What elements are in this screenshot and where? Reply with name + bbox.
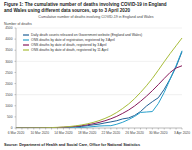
svg-text:30 Mar 2020: 30 Mar 2020 (149, 131, 168, 135)
svg-text:ONS deaths by date of death, r: ONS deaths by date of death, registered … (31, 43, 107, 47)
svg-text:10 Mar 2020: 10 Mar 2020 (30, 131, 49, 135)
svg-text:2000: 2000 (8, 82, 13, 86)
svg-text:18 Mar 2020: 18 Mar 2020 (78, 131, 97, 135)
svg-text:14 Mar 2020: 14 Mar 2020 (54, 131, 73, 135)
svg-text:3500: 3500 (8, 48, 13, 52)
svg-text:and Wales using different data: and Wales using different data sources, … (8, 8, 130, 13)
svg-text:6 Mar 2020: 6 Mar 2020 (8, 131, 25, 135)
svg-text:4500: 4500 (8, 26, 13, 30)
svg-text:Cumulative number of deaths in: Cumulative number of deaths involving CO… (38, 15, 154, 19)
svg-text:26 Mar 2020: 26 Mar 2020 (125, 131, 144, 135)
svg-text:1000: 1000 (8, 104, 13, 108)
svg-text:4000: 4000 (8, 37, 13, 41)
svg-text:1500: 1500 (8, 93, 13, 97)
svg-text:0: 0 (11, 126, 13, 130)
svg-text:500: 500 (8, 115, 13, 119)
svg-text:Daily death counts released on: Daily death counts released on Governmen… (31, 33, 142, 37)
svg-text:ONS deaths by date of registra: ONS deaths by date of registration, regi… (31, 38, 115, 42)
svg-text:Source: Department of Health a: Source: Department of Health and Social … (8, 143, 140, 147)
svg-text:Figure 1: The cumulative numbe: Figure 1: The cumulative number of death… (8, 2, 167, 7)
svg-text:22 Mar 2020: 22 Mar 2020 (102, 131, 121, 135)
svg-text:3000: 3000 (8, 60, 13, 64)
svg-text:3 Apr 2020: 3 Apr 2020 (174, 131, 184, 135)
svg-text:2500: 2500 (8, 71, 13, 75)
svg-text:ONS deaths by date of death, r: ONS deaths by date of death, registered … (31, 48, 108, 52)
